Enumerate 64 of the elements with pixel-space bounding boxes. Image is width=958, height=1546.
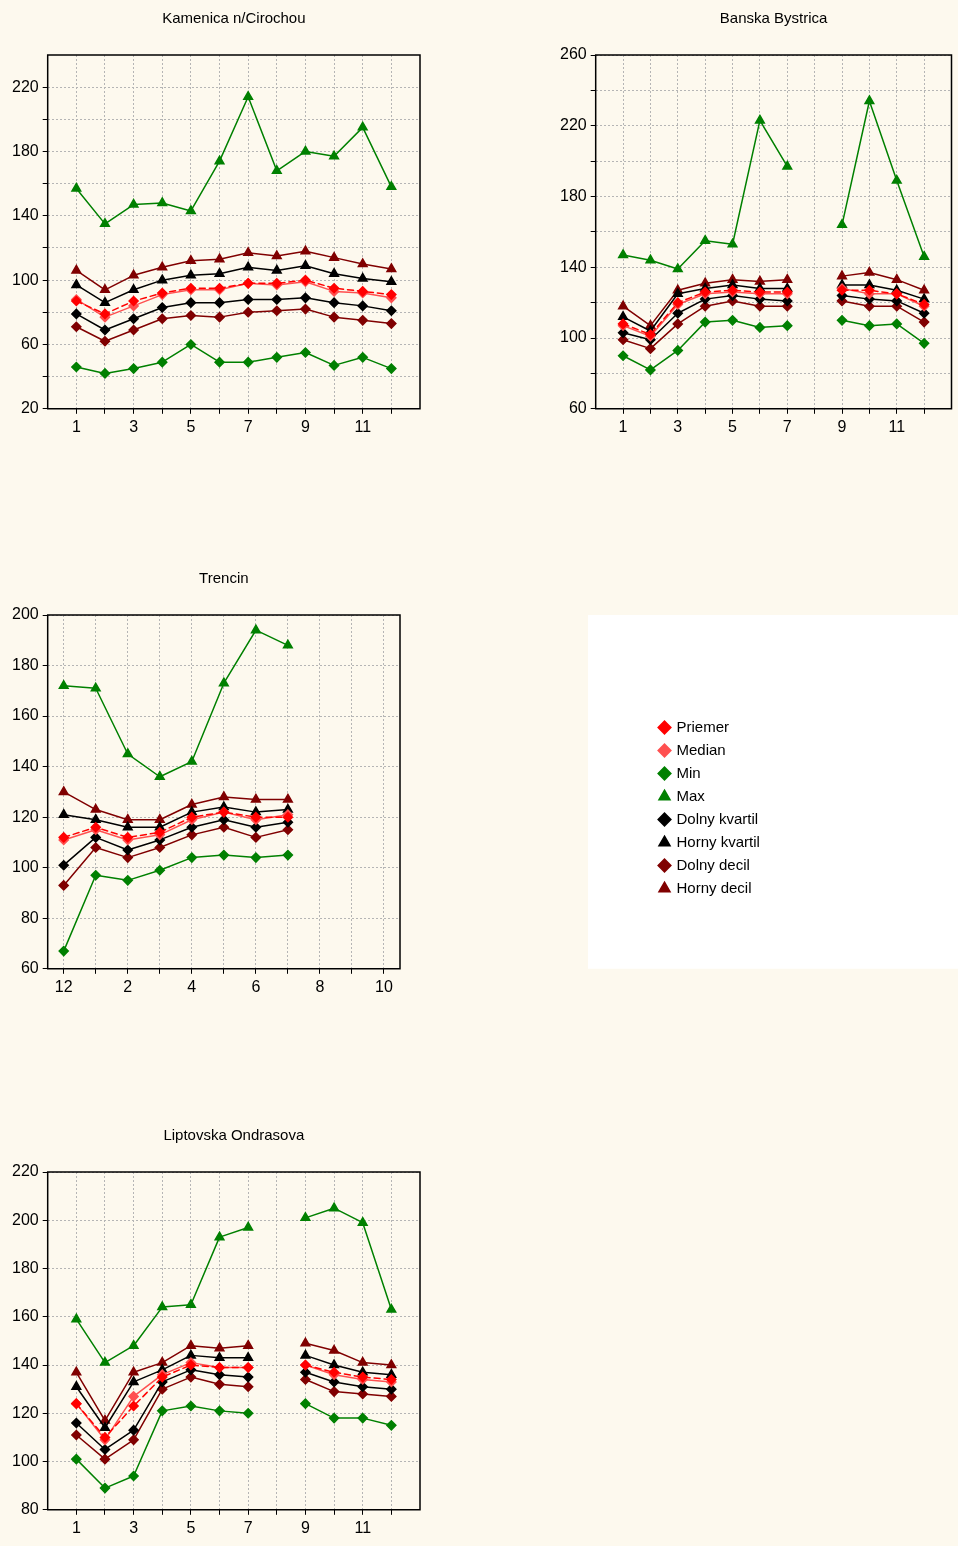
- chart-title: Trencin: [199, 569, 249, 587]
- x-tick-label: 9: [300, 1518, 310, 1536]
- x-tick-label: 3: [129, 417, 139, 435]
- x-tick-label: 11: [354, 1518, 372, 1536]
- x-tick-label: 5: [186, 1518, 196, 1536]
- x-tick-label: 1: [618, 417, 628, 435]
- y-tick-label: 180: [11, 141, 39, 159]
- legend-label: Dolny decil: [676, 855, 750, 873]
- y-tick-label: 100: [11, 858, 39, 876]
- x-tick-label: 3: [673, 417, 683, 435]
- x-tick-label: 7: [243, 1518, 253, 1536]
- x-tick-label: 1: [71, 1518, 81, 1536]
- y-tick-label: 260: [559, 45, 587, 63]
- x-tick-label: 10: [375, 977, 393, 995]
- x-tick-label: 11: [888, 417, 906, 435]
- chart-title: Kamenica n/Cirochou: [162, 9, 306, 27]
- legend-label: Median: [676, 740, 726, 758]
- y-tick-label: 60: [20, 334, 39, 352]
- y-tick-label: 200: [11, 605, 39, 623]
- x-tick-label: 9: [300, 417, 310, 435]
- legend-label: Min: [676, 763, 701, 781]
- legend-label: Horny decil: [676, 878, 752, 896]
- y-tick-label: 140: [11, 757, 39, 775]
- y-tick-label: 180: [559, 186, 587, 204]
- y-tick-label: 100: [11, 1451, 39, 1469]
- y-tick-label: 160: [11, 706, 39, 724]
- x-tick-label: 1: [71, 417, 81, 435]
- y-tick-label: 180: [11, 1258, 39, 1276]
- y-tick-label: 140: [11, 206, 39, 224]
- y-tick-label: 100: [11, 270, 39, 288]
- y-tick-label: 120: [11, 807, 39, 825]
- x-tick-label: 2: [123, 977, 133, 995]
- legend-label: Dolny kvartil: [676, 809, 759, 827]
- y-tick-label: 220: [11, 77, 39, 95]
- x-tick-label: 3: [129, 1518, 139, 1536]
- y-tick-label: 120: [11, 1403, 39, 1421]
- y-tick-label: 80: [20, 908, 39, 926]
- legend-label: Max: [676, 786, 706, 804]
- x-tick-label: 8: [315, 977, 325, 995]
- x-tick-label: 9: [837, 417, 847, 435]
- legend-label: Horny kvartil: [676, 832, 760, 850]
- x-tick-label: 7: [243, 417, 253, 435]
- x-tick-label: 12: [54, 977, 73, 995]
- x-tick-label: 7: [782, 417, 792, 435]
- x-tick-label: 6: [251, 977, 261, 995]
- y-tick-label: 60: [568, 399, 587, 417]
- chart-title: Banska Bystrica: [719, 9, 829, 27]
- x-tick-label: 5: [728, 417, 738, 435]
- legend-label: Priemer: [676, 717, 730, 735]
- y-tick-label: 100: [559, 328, 587, 346]
- y-tick-label: 220: [559, 116, 587, 134]
- y-tick-label: 160: [11, 1307, 39, 1325]
- y-tick-label: 20: [20, 399, 39, 417]
- y-tick-label: 60: [20, 959, 39, 977]
- y-tick-label: 140: [559, 257, 587, 275]
- y-tick-label: 80: [20, 1500, 39, 1518]
- x-tick-label: 4: [187, 977, 197, 995]
- x-tick-label: 11: [354, 417, 372, 435]
- y-tick-label: 180: [11, 655, 39, 673]
- x-tick-label: 5: [186, 417, 196, 435]
- y-tick-label: 140: [11, 1355, 39, 1373]
- chart-title: Liptovska Ondrasova: [163, 1126, 305, 1144]
- y-tick-label: 200: [11, 1210, 39, 1228]
- y-tick-label: 220: [11, 1162, 39, 1180]
